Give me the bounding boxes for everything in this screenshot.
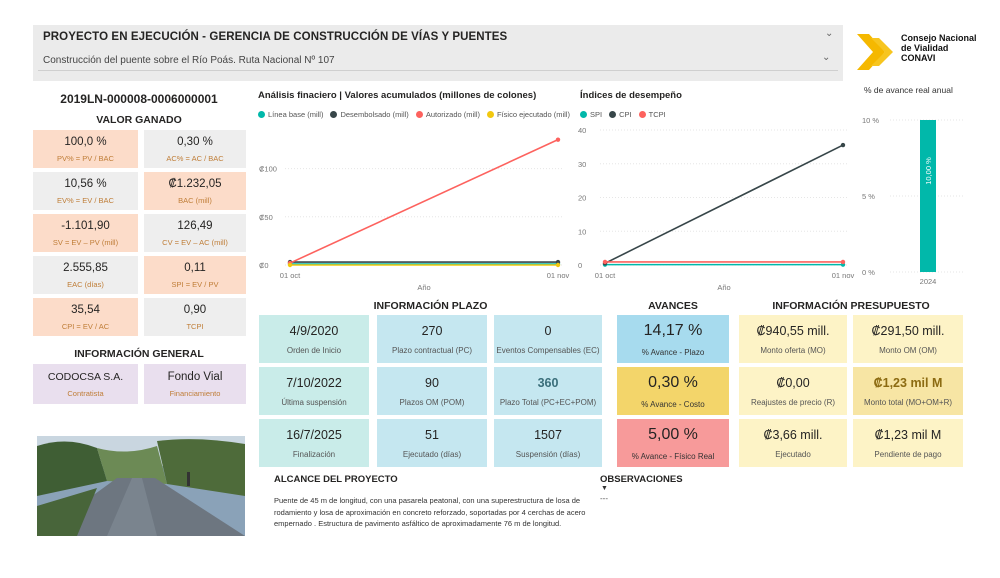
ev-percent-card: 10,56 % EV% = EV / BAC [33, 172, 138, 210]
monto-total-card: ₡1,23 mil M Monto total (MO+OM+R) [853, 367, 963, 415]
sv-card: -1.101,90 SV = EV – PV (mill) [33, 214, 138, 252]
y-tick-label: 5 % [862, 192, 875, 201]
suspension-dias-card: 1507 Suspensión (días) [494, 419, 602, 467]
bar [920, 120, 936, 272]
legend-item[interactable]: Línea base (mill) [258, 110, 323, 119]
y-tick-label: 20 [578, 194, 586, 203]
data-point [602, 259, 608, 265]
tcpi-card: 0,90 TCPI [144, 298, 246, 336]
pv-percent-card: 100,0 % PV% = PV / BAC [33, 130, 138, 168]
project-photo [37, 436, 245, 536]
plazo-contractual-card: 270 Plazo contractual (PC) [377, 315, 487, 363]
data-point [287, 262, 293, 268]
spi-card: 0,11 SPI = EV / PV [144, 256, 246, 294]
valor-ganado-title: VALOR GANADO [96, 114, 182, 126]
annual-chart-title: % de avance real anual [864, 85, 953, 95]
caret-down-icon[interactable]: ▼ [601, 485, 608, 492]
observaciones-text: --- [600, 494, 608, 503]
select-divider [38, 70, 838, 71]
cpi-card: 35,54 CPI = EV / AC [33, 298, 138, 336]
performance-chart-title: Índices de desempeño [580, 90, 682, 101]
y-tick-label: 0 % [862, 268, 875, 277]
x-tick-label: 2024 [920, 277, 937, 286]
dropdown-chevron-icon[interactable]: ⌄ [822, 52, 831, 63]
monto-om-card: ₡291,50 mill. Monto OM (OM) [853, 315, 963, 363]
x-axis-label: Año [417, 283, 430, 292]
y-tick-label: ₡50 [259, 213, 273, 222]
bar-data-label: 10,00 % [924, 157, 933, 185]
contratista-card: CODOCSA S.A. Contratista [33, 364, 138, 404]
y-tick-label: 0 [578, 261, 582, 270]
x-tick-label: 01 nov [832, 271, 855, 280]
legend-item[interactable]: TCPI [638, 110, 666, 119]
avance-plazo-card: 14,17 %% Avance - Plazo [617, 315, 729, 363]
project-id: 2019LN-000008-0006000001 [60, 92, 218, 106]
avance-fisico-card: 5,00 %% Avance - Físico Real [617, 419, 729, 467]
performance-line-chart: 40 30 20 10 0 01 oct 01 nov Año [578, 126, 855, 292]
alcance-text: Puente de 45 m de longitud, con una pasa… [274, 496, 586, 528]
finalizacion-card: 16/7/2025 Finalización [259, 419, 369, 467]
cv-card: 126,49 CV = EV – AC (mill) [144, 214, 246, 252]
x-tick-label: 01 oct [595, 271, 616, 280]
ejecutado-dias-card: 51 Ejecutado (días) [377, 419, 487, 467]
project-select[interactable]: Construcción del puente sobre el Río Poá… [43, 55, 335, 66]
legend-item[interactable]: Autorizado (mill) [415, 110, 480, 119]
page-title: PROYECTO EN EJECUCIÓN - GERENCIA DE CONS… [43, 31, 508, 43]
x-tick-label: 01 nov [547, 271, 570, 280]
presupuesto-title: INFORMACIÓN PRESUPUESTO [772, 300, 930, 312]
eventos-compensables-card: 0 Eventos Compensables (EC) [494, 315, 602, 363]
financial-chart-legend: Línea base (mill) Desembolsado (mill) Au… [258, 110, 570, 119]
bac-card: ₡1.232,05 BAC (mill) [144, 172, 246, 210]
series-line [289, 138, 559, 264]
reajustes-card: ₡0,00 Reajustes de precio (R) [739, 367, 847, 415]
data-point [555, 137, 561, 142]
info-general-title: INFORMACIÓN GENERAL [74, 348, 204, 360]
y-tick-label: 30 [578, 160, 586, 169]
x-tick-label: 01 oct [280, 271, 301, 280]
avance-costo-card: 0,30 %% Avance - Costo [617, 367, 729, 415]
chevron-down-icon[interactable]: ⌄ [825, 28, 834, 39]
data-point [840, 142, 846, 148]
plazo-title: INFORMACIÓN PLAZO [373, 300, 488, 312]
legend-item[interactable]: Desembolsado (mill) [330, 110, 409, 119]
x-axis-label: Año [717, 283, 730, 292]
financial-chart-title: Análisis finaciero | Valores acumulados … [258, 90, 537, 101]
y-tick-label: ₡100 [259, 165, 277, 174]
performance-chart-legend: SPI CPI TCPI [580, 110, 666, 119]
avances-title: AVANCES [648, 300, 698, 312]
annual-bar-chart: 10 % 5 % 0 % 10,00 % 2024 [862, 116, 965, 286]
project-filter-panel [33, 25, 843, 81]
legend-item[interactable]: CPI [609, 110, 632, 119]
y-tick-label: 10 % [862, 116, 879, 125]
data-point [840, 259, 846, 265]
monto-oferta-card: ₡940,55 mill. Monto oferta (MO) [739, 315, 847, 363]
legend-item[interactable]: Físico ejecutado (mill) [487, 110, 570, 119]
orden-inicio-card: 4/9/2020 Orden de Inicio [259, 315, 369, 363]
pendiente-pago-card: ₡1,23 mil M Pendiente de pago [853, 419, 963, 467]
financial-line-chart: ₡100 ₡50 ₡0 01 oct 01 nov Año [259, 137, 570, 292]
ejecutado-card: ₡3,66 mill. Ejecutado [739, 419, 847, 467]
alcance-title: ALCANCE DEL PROYECTO [274, 474, 398, 485]
conavi-logo-text: Consejo Nacional de Vialidad CONAVI [901, 33, 977, 63]
financiamiento-card: Fondo Vial Financiamiento [144, 364, 246, 404]
observaciones-title: OBSERVACIONES [600, 474, 683, 485]
series-line [604, 144, 844, 265]
y-tick-label: ₡0 [259, 261, 269, 270]
plazos-om-card: 90 Plazos OM (POM) [377, 367, 487, 415]
ac-percent-card: 0,30 % AC% = AC / BAC [144, 130, 246, 168]
eac-card: 2.555,85 EAC (días) [33, 256, 138, 294]
legend-item[interactable]: SPI [580, 110, 602, 119]
y-tick-label: 40 [578, 126, 586, 135]
y-tick-label: 10 [578, 227, 586, 236]
plazo-total-card: 360 Plazo Total (PC+EC+POM) [494, 367, 602, 415]
ultima-suspension-card: 7/10/2022 Última suspensión [259, 367, 369, 415]
data-point [555, 262, 561, 268]
conavi-logo-icon [857, 34, 893, 70]
